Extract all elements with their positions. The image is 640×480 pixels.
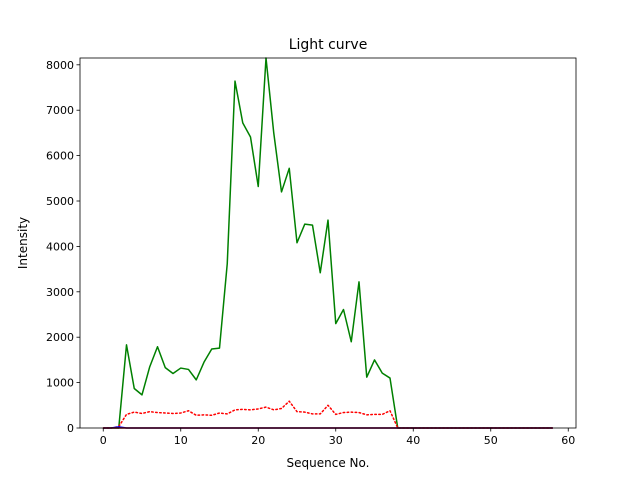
y-axis-label: Intensity [16,217,30,269]
plot-frame [79,57,577,429]
x-tick-label: 50 [484,434,498,447]
y-tick-label: 0 [67,422,74,435]
x-axis-ticks: 0 10 20 30 40 50 60 [100,428,575,447]
y-tick-label: 8000 [46,59,74,72]
x-tick-label: 10 [174,434,188,447]
plot-area [80,58,576,428]
x-tick-label: 60 [561,434,575,447]
x-tick-label: 30 [329,434,343,447]
y-axis-ticks: 0 1000 2000 3000 4000 5000 6000 7000 8000 [46,59,80,435]
x-tick-label: 0 [100,434,107,447]
y-tick-label: 2000 [46,331,74,344]
chart-title: Light curve [289,37,368,53]
y-tick-label: 1000 [46,377,74,390]
y-tick-label: 6000 [46,150,74,163]
y-tick-label: 3000 [46,286,74,299]
x-tick-label: 20 [251,434,265,447]
x-tick-label: 40 [406,434,420,447]
series-line-2 [102,400,554,429]
y-tick-label: 5000 [46,195,74,208]
y-tick-label: 7000 [46,104,74,117]
y-tick-label: 4000 [46,240,74,253]
x-axis-label: Sequence No. [287,456,370,470]
